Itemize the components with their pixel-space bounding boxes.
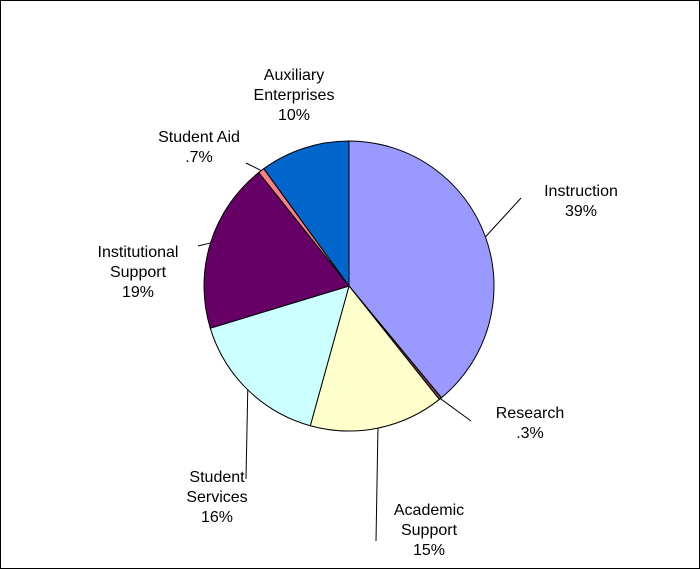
leader-line: [245, 389, 249, 480]
category-label: Research: [495, 405, 565, 422]
slice-label: Student Aid .7%: [154, 128, 244, 168]
slice-label: Research .3%: [480, 404, 580, 444]
value-label: 15%: [412, 542, 446, 559]
value-label: 19%: [121, 284, 155, 301]
category-label: Auxiliary Enterprises: [253, 67, 335, 104]
leader-line: [485, 197, 522, 238]
slice-label: Auxiliary Enterprises 10%: [244, 66, 344, 126]
value-label: 39%: [564, 203, 598, 220]
slice-label: Student Services 16%: [167, 468, 267, 528]
category-label: Student Aid: [158, 129, 240, 146]
pie-slice: [203, 171, 350, 329]
pie-slice: [209, 285, 350, 427]
category-label: Institutional Support: [97, 244, 179, 281]
pie-slice: [348, 140, 495, 399]
leader-line: [440, 398, 472, 422]
leader-line: [245, 162, 262, 172]
value-label: 10%: [277, 107, 311, 124]
category-label: Academic Support: [393, 502, 465, 539]
slice-label: Academic Support 15%: [379, 501, 479, 561]
value-label: 16%: [200, 509, 234, 526]
leader-line: [197, 242, 211, 247]
value-label: .7%: [185, 149, 213, 166]
pie-slice: [263, 140, 350, 288]
category-label: Instruction: [544, 183, 618, 200]
leader-line: [375, 428, 379, 542]
category-label: Student Services: [186, 469, 248, 506]
slice-label: Institutional Support 19%: [83, 243, 193, 303]
value-label: .3%: [516, 425, 544, 442]
slice-label: Instruction 39%: [526, 182, 636, 222]
